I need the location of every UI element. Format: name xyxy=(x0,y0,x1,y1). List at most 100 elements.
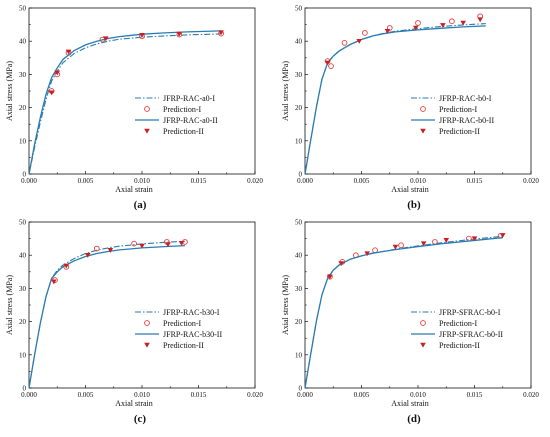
x-tick-label: 0.000 xyxy=(297,177,313,185)
x-axis-title: Axial strain xyxy=(391,399,429,408)
x-tick-label: 0.000 xyxy=(21,391,37,399)
series-jfrp-rac-b30-i-line xyxy=(28,240,185,389)
legend-prediction-i-swatch xyxy=(420,320,426,326)
series-prediction-ii-point xyxy=(107,248,114,253)
x-tick-label: 0.000 xyxy=(297,391,313,399)
x-tick-label: 0.005 xyxy=(78,177,94,185)
series-prediction-ii-point xyxy=(338,261,344,267)
x-axis-title: Axial strain xyxy=(115,185,153,194)
x-tick-label: 0.015 xyxy=(467,391,483,399)
panel-label: (a) xyxy=(134,199,147,211)
x-tick-label: 0.010 xyxy=(410,177,426,185)
series-prediction-ii-point xyxy=(420,241,427,247)
series-jfrp-sfrac-b0-ii-line xyxy=(304,236,503,389)
series-prediction-ii-point xyxy=(356,39,363,44)
y-tick-label: 50 xyxy=(295,5,303,13)
y-tick-label: 40 xyxy=(295,38,303,46)
legend-prediction-ii-label: Prediction-II xyxy=(163,127,204,136)
legend-jfrp-rac-a0-i-label: JFRP-RAC-a0-I xyxy=(163,94,215,103)
x-axis-title: Axial strain xyxy=(391,185,429,194)
x-tick-label: 0.015 xyxy=(191,177,207,185)
series-jfrp-rac-a0-ii-line xyxy=(28,30,222,175)
legend-prediction-i-swatch xyxy=(144,106,150,112)
y-tick-label: 0 xyxy=(23,385,27,393)
x-axis-title: Axial strain xyxy=(115,399,153,408)
series-prediction-i-point xyxy=(131,240,137,247)
x-tick-label: 0.010 xyxy=(134,391,150,399)
legend-jfrp-sfrac-b0-i-label: JFRP-SFRAC-b0-I xyxy=(439,308,501,317)
series-prediction-ii-point xyxy=(392,244,399,250)
series-prediction-ii-point xyxy=(324,60,331,66)
series-prediction-ii-point xyxy=(63,263,70,269)
series-prediction-ii-point xyxy=(499,233,506,238)
series-prediction-ii-point xyxy=(165,242,171,248)
series-prediction-i-point xyxy=(341,40,348,46)
x-tick-label: 0.005 xyxy=(78,391,94,399)
chart-panel-2: 0.000 0.005 0.010 0.015 0.020 0 10 20 30 40 50 Axia… xyxy=(281,5,539,212)
legend-jfrp-rac-b30-i-label: JFRP-RAC-b30-I xyxy=(163,308,220,317)
series-prediction-ii-point xyxy=(443,238,450,243)
x-tick-label: 0.005 xyxy=(354,177,370,185)
y-tick-label: 50 xyxy=(19,5,27,13)
y-tick-label: 10 xyxy=(295,137,303,145)
y-tick-label: 30 xyxy=(19,71,27,79)
series-prediction-ii-point xyxy=(51,279,57,285)
plot-frame xyxy=(304,7,532,175)
y-tick-label: 20 xyxy=(295,104,303,112)
y-tick-label: 30 xyxy=(295,285,303,293)
legend-prediction-ii-swatch xyxy=(420,128,426,134)
x-tick-label: 0.020 xyxy=(247,177,263,185)
y-axis-title: Axial stress (MPa) xyxy=(281,61,290,121)
series-prediction-i-point xyxy=(93,245,100,252)
series-prediction-ii-point xyxy=(471,236,478,242)
y-tick-label: 0 xyxy=(23,171,27,179)
y-axis-title: Axial stress (MPa) xyxy=(281,275,290,335)
legend-prediction-i-label: Prediction-I xyxy=(163,105,202,114)
legend-prediction-i-label: Prediction-I xyxy=(439,319,478,328)
series-prediction-ii-point xyxy=(327,274,333,280)
y-tick-label: 10 xyxy=(295,351,303,359)
y-axis-title: Axial stress (MPa) xyxy=(5,61,14,121)
y-tick-label: 40 xyxy=(295,252,303,260)
x-tick-label: 0.005 xyxy=(354,391,370,399)
y-tick-label: 20 xyxy=(19,104,27,112)
legend-prediction-i-swatch xyxy=(420,106,426,112)
legend-prediction-i-swatch xyxy=(144,320,150,326)
legend-prediction-ii-label: Prediction-II xyxy=(163,341,204,350)
y-tick-label: 10 xyxy=(19,351,27,359)
y-tick-label: 50 xyxy=(295,219,303,227)
legend-jfrp-rac-b30-ii-label: JFRP-RAC-b30-II xyxy=(163,330,222,339)
legend-prediction-ii-label: Prediction-II xyxy=(439,341,480,350)
x-tick-label: 0.010 xyxy=(134,177,150,185)
series-prediction-ii-point xyxy=(139,33,145,38)
series-prediction-ii-point xyxy=(178,241,185,246)
chart-panel-4: 0.000 0.005 0.010 0.015 0.020 0 10 20 30 40 50 Axia… xyxy=(281,219,539,426)
legend-prediction-ii-swatch xyxy=(420,342,426,348)
series-prediction-ii-point xyxy=(84,253,91,258)
series-prediction-ii-point xyxy=(364,251,370,257)
y-tick-label: 40 xyxy=(19,38,27,46)
x-tick-label: 0.015 xyxy=(191,391,207,399)
legend-jfrp-sfrac-b0-ii-label: JFRP-SFRAC-b0-II xyxy=(439,330,503,339)
series-jfrp-rac-a0-i-line xyxy=(28,33,222,175)
panel-label: (c) xyxy=(134,413,147,425)
y-tick-label: 10 xyxy=(19,137,27,145)
chart-panel-3: 0.000 0.005 0.010 0.015 0.020 0 10 20 30 40 50 Axia… xyxy=(5,219,263,426)
series-prediction-i-point xyxy=(432,239,438,245)
series-prediction-i-point xyxy=(362,30,368,36)
series-prediction-ii-point xyxy=(176,31,183,37)
y-tick-label: 0 xyxy=(299,385,303,393)
chart-panel-1: 0.000 0.005 0.010 0.015 0.020 0 10 20 30 40 50 Axia… xyxy=(5,5,263,212)
series-prediction-ii-point xyxy=(440,23,446,28)
y-tick-label: 20 xyxy=(295,318,303,326)
series-prediction-ii-point xyxy=(139,243,145,249)
y-tick-label: 50 xyxy=(19,219,27,227)
x-tick-label: 0.015 xyxy=(467,177,483,185)
panel-label: (d) xyxy=(407,413,421,425)
legend-jfrp-rac-b0-i-label: JFRP-RAC-b0-I xyxy=(439,94,492,103)
y-tick-label: 20 xyxy=(19,318,27,326)
legend-prediction-ii-label: Prediction-II xyxy=(439,127,480,136)
y-tick-label: 40 xyxy=(19,252,27,260)
y-tick-label: 30 xyxy=(295,71,303,79)
